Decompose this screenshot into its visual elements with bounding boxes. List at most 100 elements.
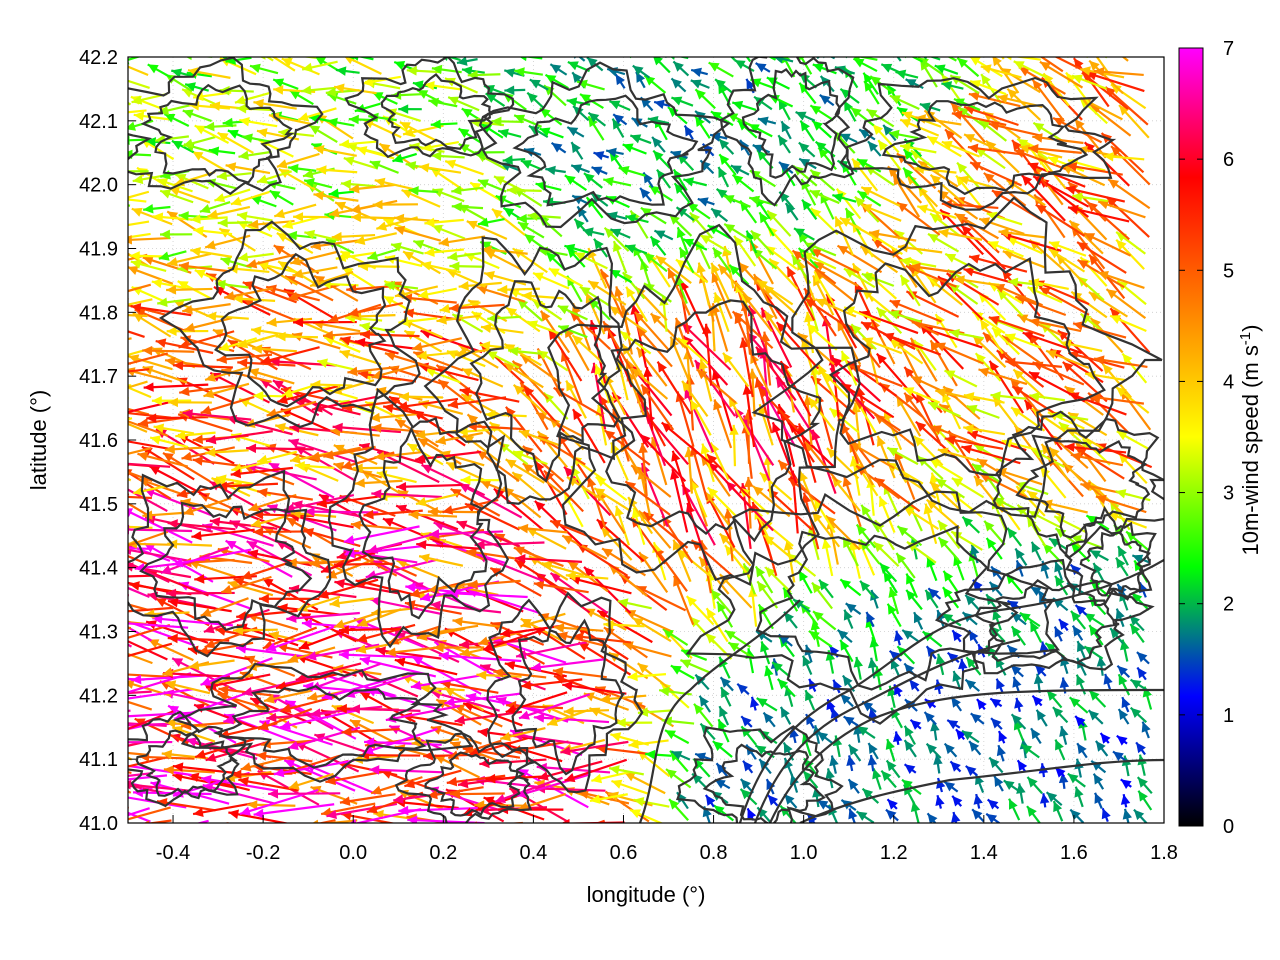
wind-vector-head [307, 692, 318, 702]
wind-vector-head [930, 720, 940, 732]
wind-vector [1129, 623, 1145, 643]
wind-vector-shaft [261, 577, 319, 611]
wind-vector [951, 795, 963, 807]
wind-vector-head [438, 651, 450, 661]
wind-vector-head [1120, 794, 1131, 805]
wind-vector-head [772, 662, 783, 673]
wind-vector [903, 725, 916, 746]
wind-vector [1135, 741, 1146, 756]
wind-vector-head [288, 780, 300, 790]
wind-vector-shaft [283, 759, 356, 792]
wind-vector-head [240, 762, 252, 772]
wind-vector [563, 706, 610, 717]
wind-vector-head [625, 610, 637, 619]
wind-vector-head [591, 773, 603, 784]
wind-vector [334, 578, 400, 595]
wind-vector-shaft [338, 653, 422, 659]
wind-vector-head [448, 750, 460, 760]
wind-vector-head [143, 820, 150, 823]
wind-vector-head [91, 739, 102, 748]
wind-vector-shaft [296, 654, 357, 677]
wind-vector [696, 262, 711, 306]
wind-vector-shaft [128, 530, 169, 547]
wind-vector-head [888, 587, 898, 598]
wind-vector-shaft [474, 541, 545, 547]
wind-vector-head [350, 704, 361, 714]
wind-vector-head [164, 444, 175, 455]
wind-vector [562, 681, 627, 695]
wind-vector-head [336, 703, 347, 714]
wind-vector [926, 812, 938, 823]
wind-vector [128, 622, 189, 629]
wind-vector-head [1046, 792, 1058, 803]
wind-vector [839, 693, 854, 708]
wind-vector [1087, 709, 1104, 725]
wind-vector [779, 706, 792, 725]
wind-vector-head [280, 703, 292, 713]
wind-vector [1016, 759, 1028, 772]
wind-vector [624, 771, 666, 795]
wind-vector-head [1027, 806, 1037, 817]
wind-vector-head [439, 303, 451, 314]
wind-vector [832, 679, 842, 694]
wind-vector-head [840, 639, 850, 651]
wind-vector-head [103, 453, 114, 462]
wind-vector-shaft [275, 673, 338, 690]
wind-vector-head [106, 645, 117, 654]
wind-vector [182, 303, 231, 315]
wind-vector-head [896, 553, 907, 564]
wind-vector [941, 612, 962, 627]
wind-vector-shaft [515, 641, 588, 658]
wind-vector-head [371, 423, 382, 433]
wind-vector-shaft [388, 724, 458, 757]
wind-vector [888, 586, 900, 615]
wind-vector [1116, 734, 1128, 746]
wind-vector-head [958, 658, 968, 670]
wind-vector [268, 789, 341, 799]
wind-vector [722, 352, 750, 388]
wind-vector [106, 645, 153, 665]
wind-vector-head [926, 743, 937, 755]
wind-vector-shaft [530, 658, 606, 670]
wind-vector [560, 740, 629, 756]
wind-vector-head [312, 819, 319, 823]
wind-vector-shaft [128, 723, 152, 731]
wind-vector-head [240, 806, 251, 816]
wind-vector-head [223, 828, 234, 837]
wind-vector [951, 811, 961, 823]
wind-vector-head [128, 679, 135, 689]
wind-vector-head [1011, 714, 1022, 725]
wind-vector [419, 683, 465, 694]
wind-vector-head [375, 646, 386, 656]
wind-vector-shaft [167, 636, 230, 642]
wind-vector [89, 271, 125, 287]
wind-vector-head [848, 744, 859, 756]
wind-vector-head [1055, 767, 1066, 778]
wind-vector-shaft [215, 628, 275, 643]
wind-vector-head [1084, 613, 1096, 623]
wind-vector-head [287, 653, 299, 663]
wind-vector-head [906, 589, 917, 601]
wind-vector [924, 589, 939, 609]
wind-vector-shaft [279, 709, 359, 729]
wind-vector-head [398, 805, 409, 816]
wind-vector-head [741, 716, 752, 727]
wind-vector-head [151, 278, 163, 289]
wind-vector [910, 801, 921, 823]
wind-vector-head [412, 656, 424, 666]
wind-vector-head [396, 559, 408, 569]
wind-vector-head [741, 726, 752, 738]
wind-vector-head [947, 720, 959, 730]
wind-vector-head [1015, 548, 1025, 560]
wind-vector-head [680, 659, 692, 669]
wind-vector-head [610, 732, 622, 742]
wind-vector [905, 589, 923, 611]
wind-vector [821, 538, 834, 577]
wind-vector-head [747, 808, 757, 820]
wind-vector [995, 678, 1005, 693]
wind-vector [964, 594, 980, 611]
wind-vector-head [419, 683, 430, 694]
wind-vector-shaft [295, 741, 360, 773]
wind-vector-head [450, 789, 461, 799]
wind-vector-head [756, 698, 768, 708]
